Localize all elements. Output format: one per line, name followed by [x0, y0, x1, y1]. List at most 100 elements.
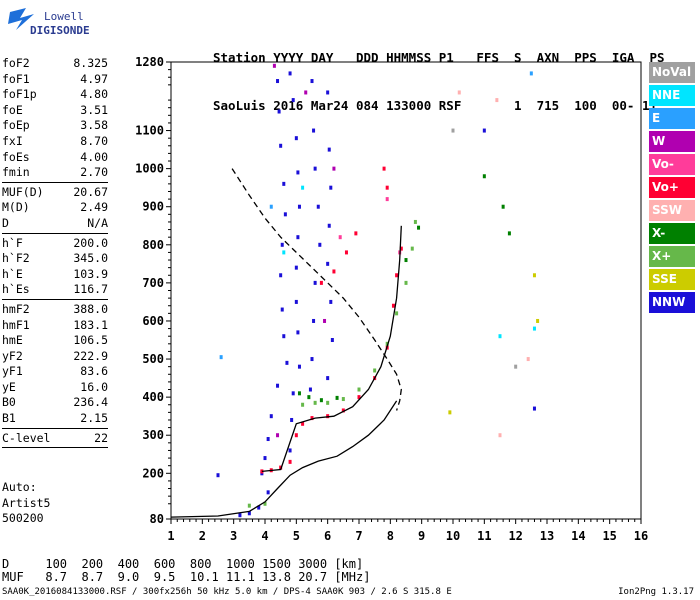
- param-value: 200.0: [73, 235, 108, 250]
- profile-curve: [261, 225, 402, 473]
- param-separator: [2, 298, 108, 300]
- param-key: foF2: [2, 56, 30, 70]
- trace-point: [532, 273, 536, 278]
- trace-point: [301, 421, 305, 426]
- y-tick-label: 400: [142, 390, 164, 404]
- legend-item-noval: NoVal: [649, 62, 695, 83]
- param-row: yF2 222.9: [2, 349, 108, 365]
- y-tick-label: 500: [142, 352, 164, 366]
- trace-point: [276, 79, 280, 84]
- trace-point: [307, 395, 311, 400]
- x-tick-label: 4: [261, 529, 268, 543]
- trace-point: [335, 395, 339, 400]
- header-row-labels: Station YYYY DAY DDD HHMMSS P1 FFS S AXN…: [213, 50, 665, 65]
- param-key: fmin: [2, 165, 30, 180]
- trace-point: [385, 185, 389, 190]
- profile-curve: [171, 400, 398, 518]
- trace-point: [294, 136, 298, 141]
- param-value: 8.325: [73, 56, 108, 70]
- param-key: yF1: [2, 364, 23, 379]
- autoscaling-info: Auto: Artist5 500200: [2, 480, 50, 527]
- trace-point: [507, 231, 511, 236]
- trace-point: [291, 98, 295, 103]
- trace-point: [399, 246, 403, 251]
- plot-frame: [170, 61, 642, 520]
- param-row: B1 2.15: [2, 411, 108, 427]
- trace-point: [279, 273, 283, 278]
- param-row: hmF2 388.0: [2, 302, 108, 318]
- trace-point: [269, 414, 273, 419]
- trace-point: [288, 71, 292, 76]
- trace-point: [385, 197, 389, 202]
- trace-point: [318, 242, 322, 247]
- trace-point: [260, 469, 264, 474]
- trace-point: [279, 143, 283, 148]
- trace-point: [344, 250, 348, 255]
- trace-point: [382, 166, 386, 171]
- trace-point: [327, 147, 331, 152]
- trace-point: [297, 391, 301, 396]
- x-tick-label: 6: [324, 529, 331, 543]
- trace-point: [296, 235, 300, 240]
- legend-item-x-: X-: [649, 223, 695, 244]
- trace-point: [313, 400, 317, 405]
- param-key: yE: [2, 379, 16, 394]
- trace-point: [276, 433, 280, 438]
- trace-point: [263, 456, 267, 461]
- param-key: h`F: [2, 235, 23, 250]
- trace-point: [332, 269, 336, 274]
- param-row: MUF(D) 20.67: [2, 185, 108, 201]
- trace-point: [526, 357, 530, 362]
- param-row: h`F 200.0: [2, 236, 108, 252]
- param-value: 20.67: [73, 184, 108, 199]
- trace-point: [395, 311, 399, 316]
- trace-point: [263, 501, 267, 506]
- logo-line2: DIGISONDE: [30, 24, 90, 37]
- param-value: 222.9: [73, 348, 108, 363]
- trace-point: [297, 364, 301, 369]
- trace-point: [280, 242, 284, 247]
- legend-item-x-: X+: [649, 246, 695, 267]
- trace-point: [373, 368, 377, 373]
- trace-point: [276, 383, 280, 388]
- trace-point: [532, 326, 536, 331]
- trace-point: [482, 174, 486, 179]
- param-value: 8.70: [80, 133, 108, 148]
- trace-point: [266, 490, 270, 495]
- trace-point: [313, 280, 317, 285]
- trace-point: [326, 261, 330, 266]
- x-tick-label: 14: [571, 529, 585, 543]
- trace-point: [327, 223, 331, 228]
- param-value: 183.1: [73, 317, 108, 332]
- trace-point: [338, 235, 342, 240]
- param-separator: [2, 427, 108, 429]
- trace-point: [304, 90, 308, 95]
- trace-point: [319, 280, 323, 285]
- trace-point: [385, 341, 389, 346]
- x-tick-label: 13: [540, 529, 554, 543]
- muf-value-row: MUF 8.7 8.7 9.0 9.5 10.1 11.1 13.8 20.7 …: [2, 570, 371, 584]
- trace-point: [448, 410, 452, 415]
- trace-point: [529, 71, 533, 76]
- trace-point: [280, 307, 284, 312]
- trace-point: [277, 109, 281, 114]
- param-value: 2.70: [80, 165, 108, 180]
- polarization-legend: NoVal NNE E W Vo- Vo+ SSW X- X+ SSE NNW: [649, 62, 695, 315]
- trace-point: [282, 250, 286, 255]
- trace-point: [323, 318, 327, 323]
- param-value: 116.7: [73, 282, 108, 297]
- param-key: hmF1: [2, 317, 30, 332]
- trace-point: [294, 265, 298, 270]
- param-key: M(D): [2, 200, 30, 215]
- param-row: D N/A: [2, 216, 108, 232]
- legend-item-w: W: [649, 131, 695, 152]
- y-tick-label: 900: [142, 200, 164, 214]
- trace-point: [404, 258, 408, 263]
- trace-point: [354, 231, 358, 236]
- param-value: 236.4: [73, 395, 108, 410]
- trace-point: [219, 355, 223, 360]
- trace-point: [285, 360, 289, 365]
- trace-point: [266, 437, 270, 442]
- param-row: h`Es 116.7: [2, 282, 108, 298]
